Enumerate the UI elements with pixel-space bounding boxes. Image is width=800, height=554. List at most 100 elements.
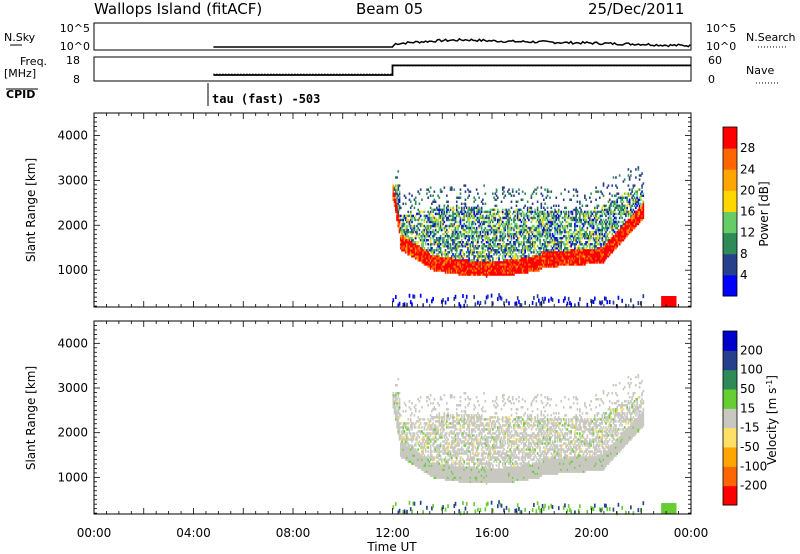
power-cell bbox=[487, 247, 489, 250]
power-cell bbox=[427, 259, 429, 262]
power-cell bbox=[575, 190, 577, 193]
power-cell bbox=[630, 216, 632, 220]
power-cell bbox=[625, 210, 627, 214]
power-cell bbox=[533, 265, 535, 268]
power-cell bbox=[662, 300, 665, 303]
power-cell bbox=[596, 190, 599, 193]
power-cell bbox=[503, 230, 505, 234]
power-cell bbox=[492, 247, 494, 250]
power-cell bbox=[417, 251, 420, 254]
power-cell bbox=[483, 220, 485, 224]
power-cell bbox=[541, 212, 544, 216]
power-cell bbox=[565, 251, 568, 254]
power-cell bbox=[498, 210, 500, 214]
power-cell bbox=[544, 259, 546, 262]
power-cell bbox=[605, 214, 607, 218]
velocity-cell bbox=[431, 428, 433, 431]
power-cell bbox=[490, 228, 493, 232]
velocity-cell bbox=[407, 422, 410, 425]
power-cell bbox=[549, 228, 551, 232]
power-cell bbox=[591, 261, 594, 264]
power-cell bbox=[434, 208, 437, 212]
power-cell bbox=[511, 267, 514, 270]
power-cell bbox=[586, 249, 589, 252]
power-cell bbox=[566, 249, 569, 252]
power-cell bbox=[592, 230, 595, 234]
velocity-cell bbox=[423, 470, 426, 473]
power-cell bbox=[615, 176, 617, 179]
power-cell bbox=[429, 251, 432, 254]
velocity-cell bbox=[404, 450, 407, 453]
power-cell bbox=[429, 240, 432, 244]
power-cell bbox=[627, 174, 630, 177]
power-cell bbox=[479, 251, 482, 254]
power-cell bbox=[402, 224, 405, 228]
power-cell bbox=[454, 255, 457, 258]
power-cell bbox=[539, 253, 541, 256]
power-cell bbox=[442, 236, 444, 240]
power-cell bbox=[577, 210, 580, 214]
power-cell bbox=[460, 273, 463, 276]
power-cell bbox=[598, 236, 601, 240]
power-cell bbox=[503, 269, 505, 272]
power-cell bbox=[572, 255, 575, 258]
power-cell bbox=[596, 212, 599, 216]
velocity-cell bbox=[402, 410, 405, 413]
power-cell bbox=[452, 208, 454, 212]
power-cell bbox=[403, 245, 406, 248]
power-cell bbox=[575, 253, 577, 256]
power-cell bbox=[631, 228, 633, 232]
power-cell bbox=[496, 208, 499, 212]
power-cell bbox=[418, 247, 421, 250]
power-cell bbox=[496, 212, 499, 216]
power-cell bbox=[398, 204, 401, 208]
power-cell bbox=[595, 255, 597, 258]
power-cell bbox=[585, 257, 587, 260]
power-cell bbox=[592, 218, 595, 222]
power-cell bbox=[494, 192, 497, 195]
velocity-cell bbox=[406, 434, 408, 437]
power-cell bbox=[539, 210, 541, 214]
power-cell bbox=[469, 269, 472, 272]
power-cell bbox=[468, 251, 471, 254]
power-cell bbox=[534, 267, 536, 270]
power-cell bbox=[524, 204, 526, 208]
power-cell bbox=[587, 238, 590, 242]
power-cell bbox=[540, 220, 543, 224]
power-cell bbox=[539, 249, 541, 252]
power-cell bbox=[641, 186, 643, 189]
power-cell bbox=[555, 253, 558, 256]
power-cell bbox=[635, 216, 637, 220]
power-cell bbox=[477, 230, 479, 234]
power-cell bbox=[459, 269, 462, 272]
power-cell bbox=[492, 192, 494, 195]
power-cell bbox=[464, 259, 467, 262]
power-cell bbox=[585, 232, 587, 236]
power-cell bbox=[424, 236, 427, 240]
power-cell bbox=[606, 186, 609, 189]
power-cell bbox=[533, 216, 535, 220]
power-cell bbox=[521, 226, 524, 230]
power-cell bbox=[496, 220, 499, 224]
power-cell bbox=[550, 240, 553, 244]
power-cell bbox=[437, 245, 439, 248]
power-cell bbox=[472, 271, 474, 274]
power-cell bbox=[449, 208, 452, 212]
power-cell bbox=[617, 236, 620, 240]
power-cell bbox=[452, 232, 454, 236]
power-cell bbox=[550, 218, 553, 222]
power-cell bbox=[426, 192, 428, 195]
power-cell bbox=[408, 230, 411, 234]
power-cell bbox=[606, 210, 609, 214]
power-cell bbox=[590, 192, 592, 195]
power-cell bbox=[505, 269, 508, 272]
power-cell bbox=[504, 251, 507, 254]
power-cell bbox=[445, 253, 448, 256]
velocity-cell bbox=[426, 400, 428, 403]
power-cell bbox=[417, 249, 420, 252]
velocity-cell bbox=[409, 438, 412, 441]
power-cell bbox=[468, 220, 471, 224]
velocity-cell bbox=[424, 458, 427, 461]
power-cell bbox=[595, 253, 597, 256]
